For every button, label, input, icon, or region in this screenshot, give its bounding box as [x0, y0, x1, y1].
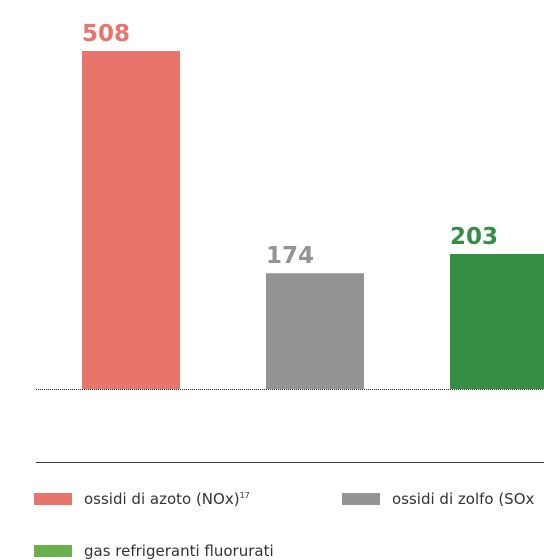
value-label-fluorinated-gas: 203 [450, 224, 498, 250]
bar-nox [82, 51, 180, 389]
legend-swatch-sox [342, 493, 380, 505]
legend-divider [36, 462, 544, 463]
value-label-nox: 508 [82, 21, 130, 47]
bar-sox [266, 273, 364, 389]
legend-label-nox: ossidi di azoto (NOx)17 [84, 490, 250, 508]
legend-label-sox: ossidi di zolfo (SOx [392, 490, 535, 508]
legend-item-sox: ossidi di zolfo (SOx [342, 490, 534, 508]
bar-fluorinated-gas [450, 253, 544, 389]
value-label-sox: 174 [266, 243, 314, 269]
legend-item-fluorinated-gas: gas refrigeranti fluorurati [34, 542, 274, 560]
legend-label-fluorinated-gas: gas refrigeranti fluorurati [84, 542, 274, 560]
legend-swatch-fluorinated-gas [34, 545, 72, 557]
legend-item-nox: ossidi di azoto (NOx)17 [34, 490, 250, 508]
bar-chart: 508 174 203 [36, 21, 544, 390]
legend-swatch-nox [34, 493, 72, 505]
